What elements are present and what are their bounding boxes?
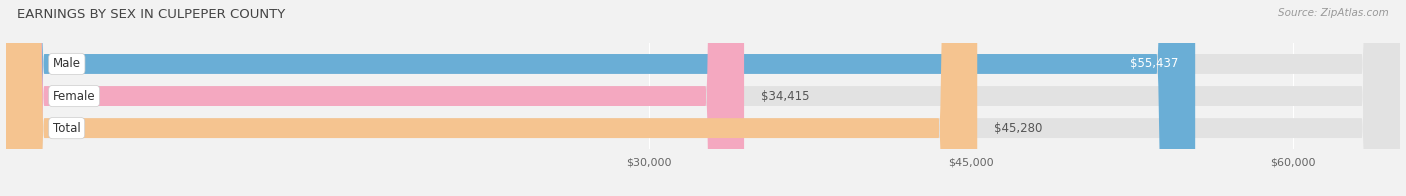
Text: $45,280: $45,280 xyxy=(994,122,1043,135)
FancyBboxPatch shape xyxy=(6,0,977,196)
Text: Female: Female xyxy=(53,90,96,103)
FancyBboxPatch shape xyxy=(6,0,1400,196)
Text: Total: Total xyxy=(53,122,80,135)
FancyBboxPatch shape xyxy=(6,0,1195,196)
FancyBboxPatch shape xyxy=(6,0,1400,196)
Text: Source: ZipAtlas.com: Source: ZipAtlas.com xyxy=(1278,8,1389,18)
Text: Male: Male xyxy=(53,57,80,71)
FancyBboxPatch shape xyxy=(6,0,744,196)
FancyBboxPatch shape xyxy=(6,0,1400,196)
Text: $55,437: $55,437 xyxy=(1129,57,1178,71)
Text: EARNINGS BY SEX IN CULPEPER COUNTY: EARNINGS BY SEX IN CULPEPER COUNTY xyxy=(17,8,285,21)
Text: $34,415: $34,415 xyxy=(761,90,810,103)
